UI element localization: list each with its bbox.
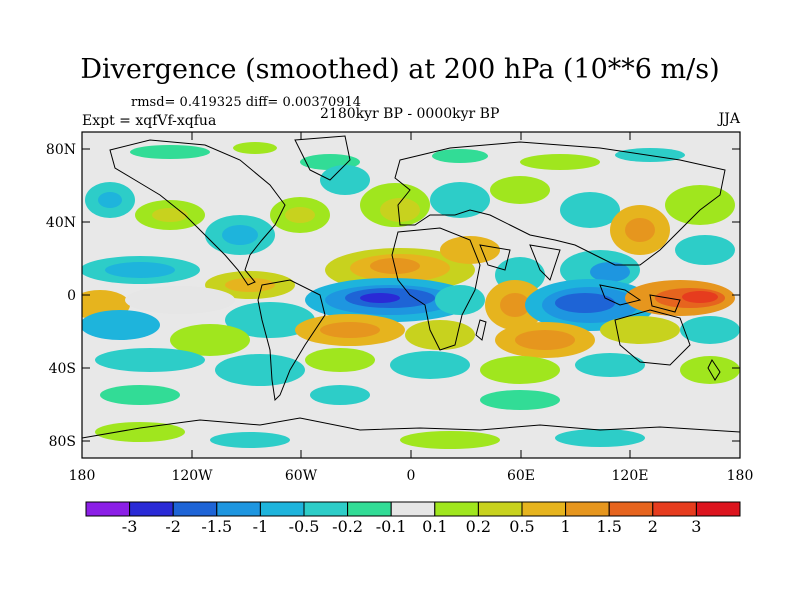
- experiment-label: Expt = xqfVf-xqfua: [82, 113, 217, 129]
- colorbar-label: 2: [647, 517, 658, 536]
- colorbar-label: -0.1: [375, 517, 407, 536]
- colorbar-label: 0.1: [422, 517, 448, 536]
- stats-text: rmsd= 0.419325 diff= 0.00370914: [131, 95, 362, 110]
- y-tick-label: 0: [67, 288, 76, 304]
- season-label: JJA: [718, 111, 740, 127]
- x-tick-label: 120W: [171, 468, 213, 484]
- x-tick-label: 60W: [284, 468, 318, 484]
- colorbar-swatch: [521, 501, 567, 517]
- colorbar-swatch: [390, 501, 436, 517]
- y-tick-label: 40S: [48, 361, 76, 377]
- colorbar-label: 3: [691, 517, 702, 536]
- y-tick-label: 80S: [48, 434, 76, 450]
- plot-title: Divergence (smoothed) at 200 hPa (10**6 …: [80, 54, 720, 85]
- colorbar-label: -3: [121, 517, 138, 536]
- x-tick-label: 60E: [506, 468, 536, 484]
- colorbar-swatch: [172, 501, 218, 517]
- colorbar-swatch: [347, 501, 392, 517]
- colorbar-label: -2: [165, 517, 181, 536]
- divergence-field: [82, 142, 740, 449]
- colorbar-swatch: [129, 501, 174, 517]
- colorbar-label: -0.5: [288, 517, 320, 536]
- x-tick-label: 120E: [611, 468, 649, 484]
- coastlines: [82, 135, 740, 439]
- colorbar-label: 1.5: [596, 517, 622, 536]
- colorbar-label: -1: [252, 517, 269, 536]
- colorbar-label: -1.5: [201, 517, 233, 536]
- colorbar-label: 0.5: [509, 517, 535, 536]
- colorbar-swatch: [652, 501, 697, 517]
- colorbar-swatch: [259, 501, 305, 517]
- colorbar-swatch: [477, 501, 523, 517]
- colorbar-swatch: [434, 501, 479, 517]
- x-tick-label: 180: [726, 468, 754, 484]
- x-tick-label: 0: [406, 468, 416, 484]
- colorbar-label: -0.2: [332, 517, 364, 536]
- colorbar-swatch: [695, 501, 741, 517]
- colorbar-swatch: [565, 501, 610, 517]
- y-tick-label: 80N: [45, 142, 76, 158]
- colorbar-swatch: [216, 501, 261, 517]
- colorbar-swatch: [85, 501, 131, 517]
- colorbar-label: 0.2: [465, 517, 492, 536]
- colorbar: [85, 501, 741, 517]
- y-tick-label: 40N: [45, 215, 76, 231]
- period-label: 2180kyr BP - 0000kyr BP: [320, 106, 500, 122]
- colorbar-label: 1: [560, 517, 571, 536]
- axis-ticks: [82, 132, 740, 458]
- colorbar-swatch: [303, 501, 349, 517]
- colorbar-swatch: [608, 501, 654, 517]
- x-tick-label: 180: [68, 468, 96, 484]
